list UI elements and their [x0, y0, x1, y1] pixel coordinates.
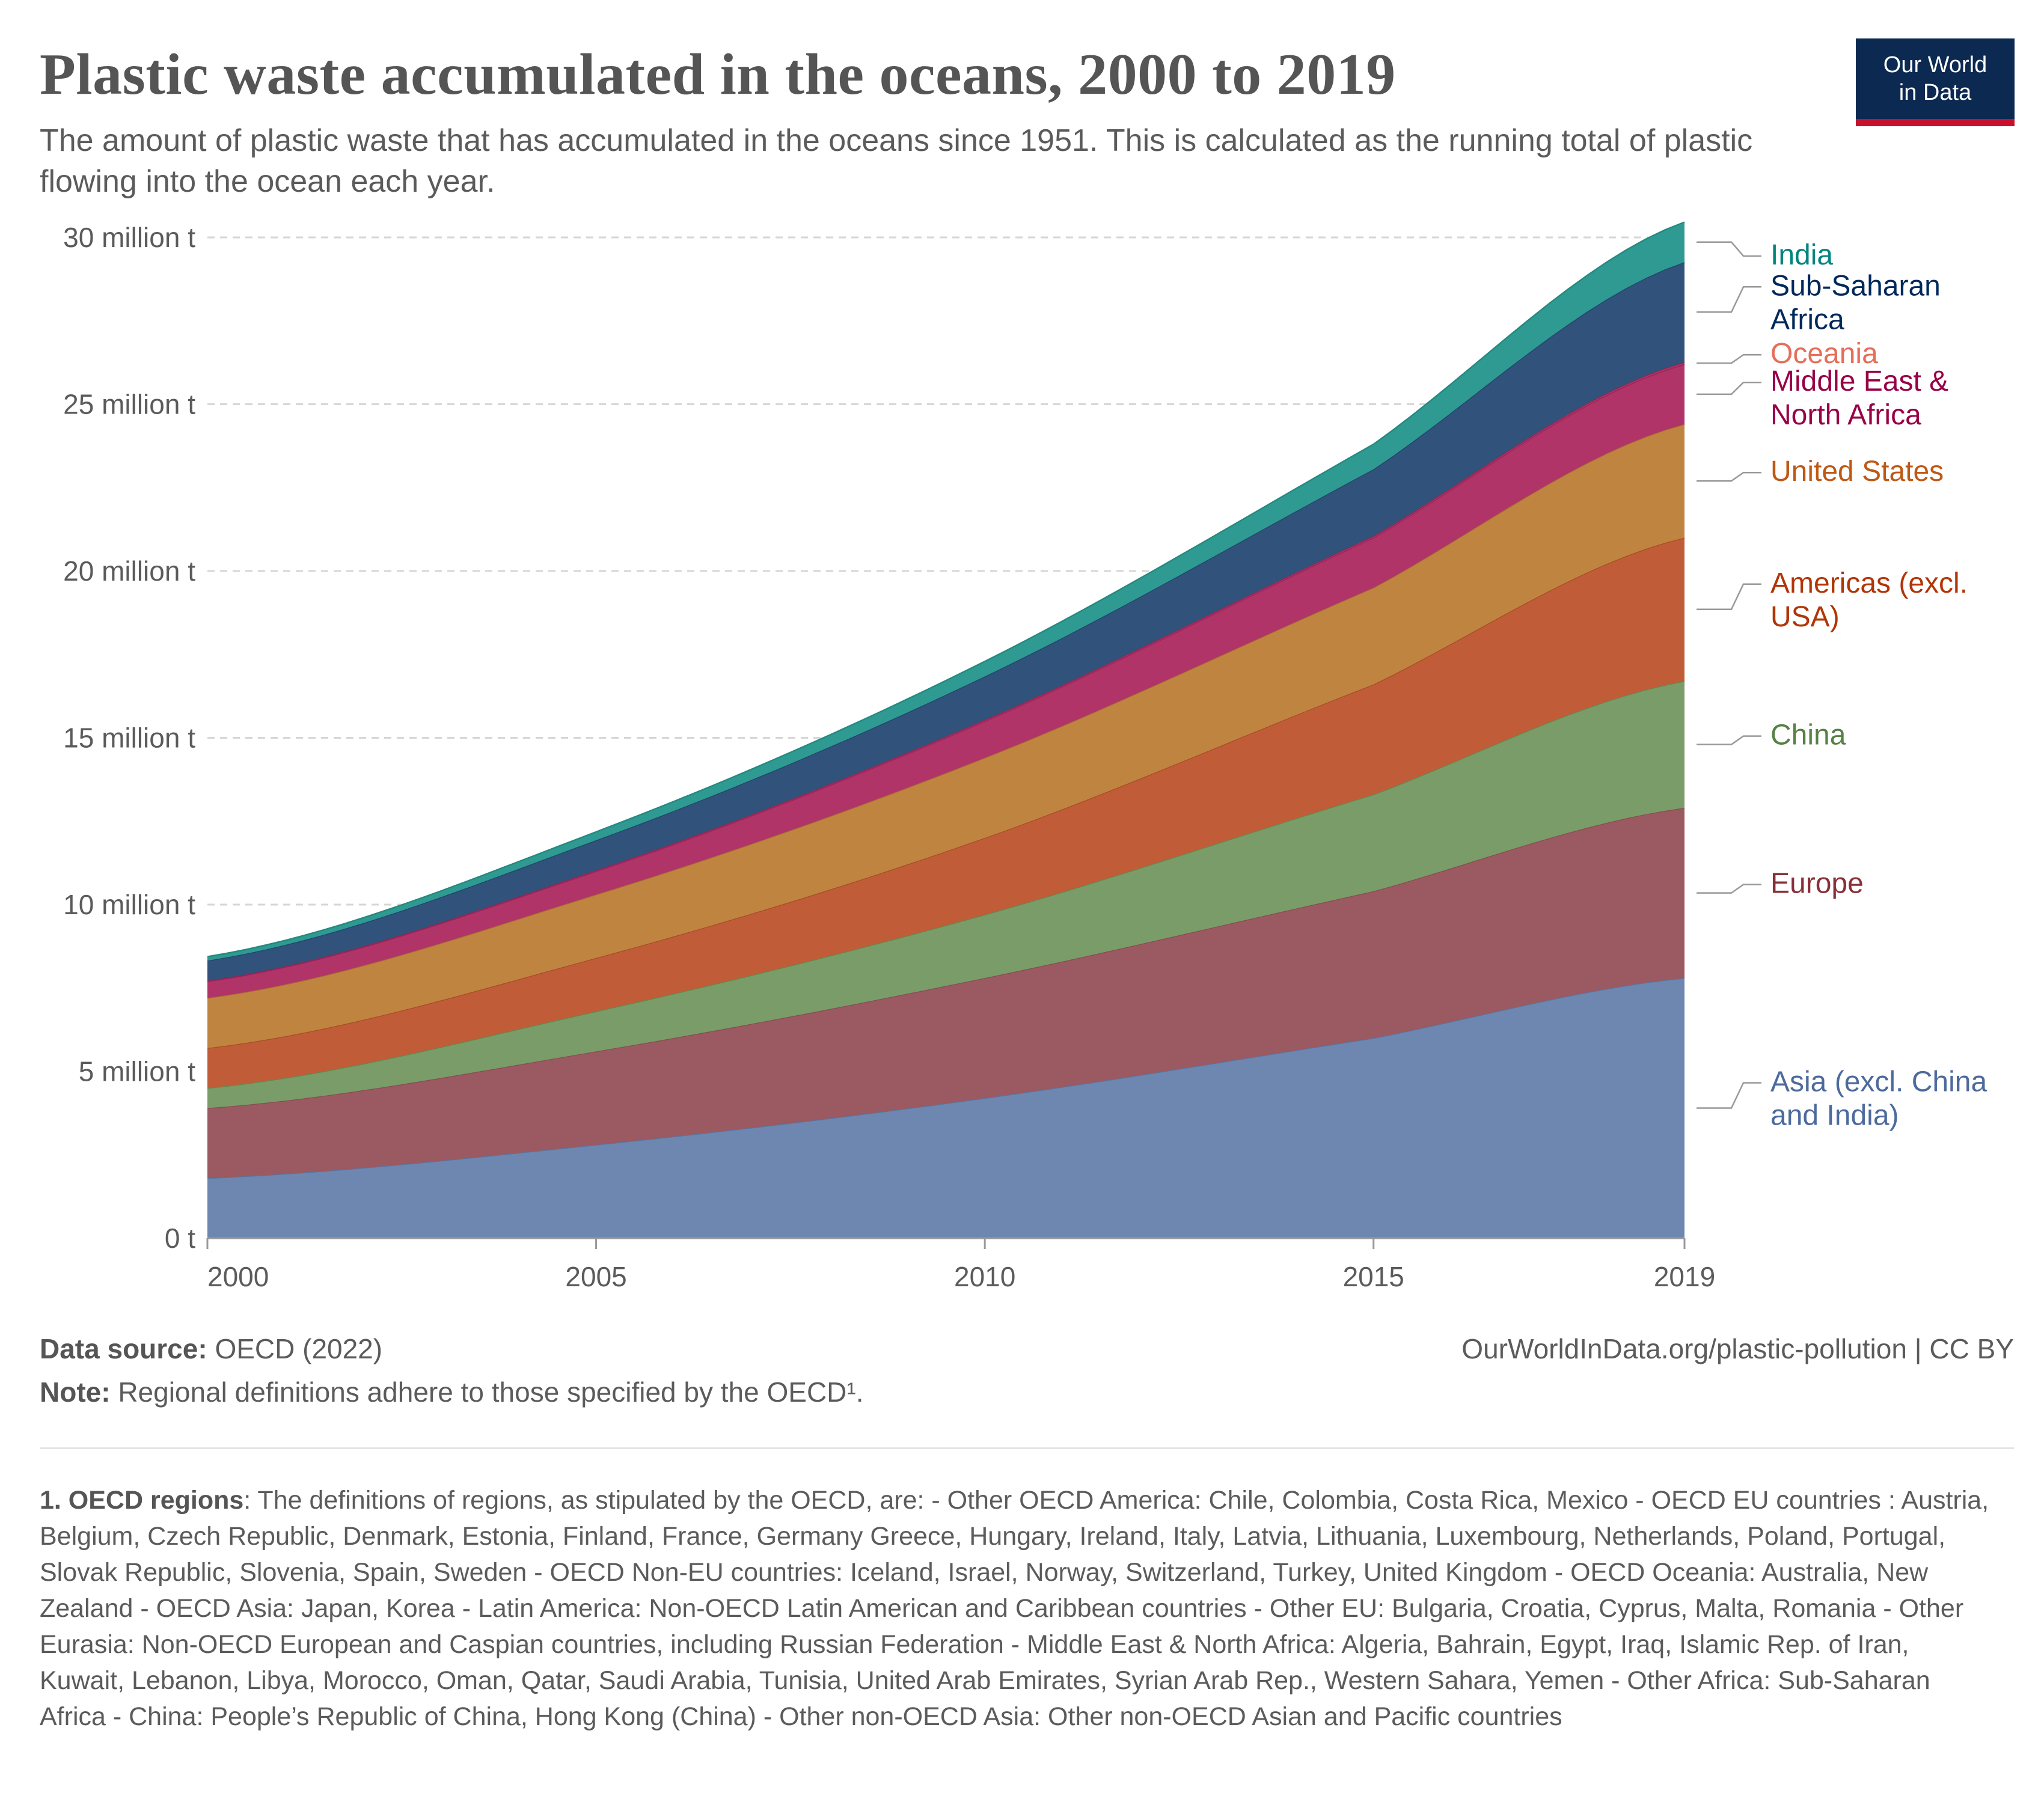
legend-connector [1697, 286, 1761, 313]
legend-connector [1697, 381, 1761, 396]
y-tick-label: 25 million t [63, 389, 195, 420]
area-americas-excl-usa- [207, 537, 1684, 1089]
legend-connector [1697, 1082, 1761, 1109]
legend-label: Asia (excl. China [1770, 1066, 1987, 1098]
data-source-label: Data source: [40, 1333, 207, 1364]
logo-line-2: in Data [1899, 80, 1972, 105]
chart-subtitle: The amount of plastic waste that has acc… [40, 123, 1753, 199]
y-tick-label: 15 million t [63, 722, 195, 754]
legend-label: North Africa [1770, 399, 1921, 431]
x-axis: 2000 2005 2010 2015 2019 [206, 1237, 1715, 1292]
legend-label: India [1770, 239, 1833, 271]
source-url-link[interactable]: OurWorldInData.org/plastic-pollution | C… [1461, 1333, 2014, 1364]
legend-label: and India) [1770, 1100, 1899, 1132]
y-tick-label: 0 t [165, 1223, 195, 1254]
note-line: Note: Regional definitions adhere to tho… [40, 1370, 864, 1414]
legend-label: China [1770, 719, 1846, 751]
x-tick-label: 2000 [207, 1261, 269, 1292]
x-tick-label: 2005 [565, 1261, 626, 1292]
legend-connector [1697, 353, 1761, 364]
area-europe [207, 808, 1684, 1179]
x-tick-label: 2019 [1654, 1261, 1715, 1292]
data-source-line: Data source: OECD (2022) [40, 1327, 864, 1370]
legend-label: USA) [1770, 601, 1840, 633]
note-label: Note: [40, 1376, 111, 1408]
footer-divider [40, 1447, 2014, 1449]
owid-logo[interactable]: Our World in Data [1856, 38, 2015, 126]
footnote: 1. OECD regions: The definitions of regi… [40, 1482, 2000, 1735]
x-tick-label: 2010 [954, 1261, 1015, 1292]
chart-title: Plastic waste accumulated in the oceans,… [40, 42, 1396, 107]
logo-line-1: Our World [1883, 52, 1987, 78]
footnote-text: : The definitions of regions, as stipula… [40, 1486, 1989, 1731]
legend-connector [1697, 583, 1761, 611]
data-source-value: OECD (2022) [215, 1333, 383, 1364]
legend-label: United States [1770, 456, 1944, 487]
y-tick-label: 10 million t [63, 889, 195, 920]
legend-connector [1697, 471, 1761, 482]
legend-label: Africa [1770, 304, 1844, 335]
footnote-label: 1. OECD regions [40, 1486, 244, 1515]
area-chart: 0 t 5 million t 10 million t 15 million t 20… [63, 221, 1987, 1292]
legend-label: Middle East & [1770, 365, 1948, 397]
y-tick-label: 30 million t [63, 222, 195, 253]
legend-label: Oceania [1770, 338, 1878, 370]
area-united-states [207, 424, 1684, 1048]
legend-label: Sub-Saharan [1770, 270, 1941, 302]
legend-label: Europe [1770, 868, 1864, 900]
y-tick-label: 5 million t [79, 1056, 196, 1087]
legend-connector [1697, 241, 1761, 257]
legend-connector [1697, 735, 1761, 745]
stacked-areas [207, 221, 1685, 1238]
legend-label: Americas (excl. [1770, 567, 1968, 599]
x-tick-label: 2015 [1343, 1261, 1404, 1292]
y-tick-label: 20 million t [63, 555, 195, 587]
note-value: Regional definitions adhere to those spe… [118, 1376, 864, 1408]
footer-left: Data source: OECD (2022) Note: Regional … [40, 1327, 864, 1414]
legend-connector [1697, 884, 1761, 894]
area-edge [207, 221, 1685, 957]
area-asia-excl-china-and-india- [207, 978, 1684, 1238]
